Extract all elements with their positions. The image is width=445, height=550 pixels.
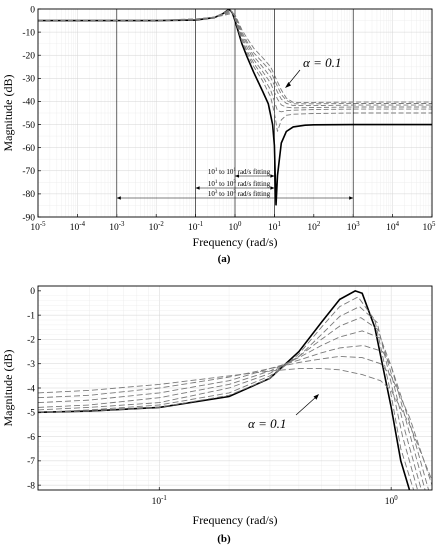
a-x-tick-label: 10-2 — [149, 221, 165, 233]
a-fitting-arrowhead — [349, 196, 354, 200]
a-y-tick-label: -40 — [22, 98, 35, 108]
panel-a-y-axis-label: Magnitude (dB) — [1, 75, 15, 152]
panel-a-alpha-annotation: α = 0.1 — [285, 55, 341, 88]
b-y-tick-label: -8 — [27, 481, 35, 491]
panel-b-label: (b) — [217, 533, 231, 545]
a-fitting-arrowhead — [195, 186, 200, 190]
b-alpha-arrow — [295, 396, 317, 416]
a-series-line-2 — [38, 9, 432, 132]
panel-a-fitting-ranges: 101 to 101 rad/s fitting 101 to 103 rad/s… — [116, 168, 354, 200]
a-x-tick-label: 102 — [307, 221, 321, 233]
a-y-tick-label: -20 — [22, 52, 35, 62]
a-y-tick-label: -50 — [22, 121, 35, 131]
b-alpha-label: α = 0.1 — [248, 416, 286, 431]
b-y-tick-label: -5 — [27, 409, 35, 419]
a-y-tick-label: -60 — [22, 144, 35, 154]
panel-a-chart: 0-10-20-30-40-50-60-70-80-90 10-5 10-4 10-… — [1, 5, 436, 265]
panel-a-x-axis-label: Frequency (rad/s) — [193, 235, 278, 249]
b-alpha-arrowhead — [313, 394, 319, 400]
a-fitting-arrowhead — [116, 196, 121, 200]
a-x-tick-label: 10-5 — [30, 221, 46, 233]
a-x-tick-label: 100 — [229, 221, 243, 233]
a-fitting-range-label: 101 to 103 rad/s fitting — [208, 180, 271, 188]
a-x-tick-label: 103 — [347, 221, 361, 233]
a-y-tick-label: -70 — [22, 167, 35, 177]
panel-b-chart: 0 -1 -2 -3 -4 -5 -6 -7 -8 10-1 100 α = 0.1 Freque… — [1, 285, 433, 545]
b-y-tick-label: -1 — [27, 311, 35, 321]
a-fitting-arrowhead — [270, 186, 275, 190]
b-series-line-4 — [38, 317, 422, 490]
b-series-line-8 — [38, 368, 432, 481]
panel-b-gridlines — [37, 286, 432, 490]
b-y-tick-label: -6 — [27, 433, 35, 443]
panel-a-label: (a) — [218, 253, 231, 265]
b-y-tick-label: -2 — [27, 336, 35, 346]
a-fitting-arrowhead — [270, 174, 275, 178]
panel-b-x-ticks: 10-1 100 — [152, 487, 399, 507]
a-x-tick-label: 10-1 — [188, 221, 203, 233]
a-fitting-arrowhead — [235, 174, 239, 178]
a-x-tick-label: 101 — [268, 221, 281, 233]
b-y-tick-label: 0 — [30, 287, 35, 297]
panel-a-reference-lines — [116, 9, 354, 217]
b-series-line-1 — [38, 290, 411, 490]
a-x-tick-label: 10-3 — [109, 221, 125, 233]
panel-b-y-axis-label: Magnitude (dB) — [1, 350, 15, 427]
a-x-tick-label: 104 — [386, 221, 400, 233]
a-x-tick-label: 10-4 — [70, 221, 86, 233]
a-y-tick-label: -30 — [22, 75, 35, 85]
b-series-line-6 — [38, 345, 430, 490]
panel-b-y-ticks: 0 -1 -2 -3 -4 -5 -6 -7 -8 — [27, 287, 41, 491]
a-alpha-label: α = 0.1 — [303, 55, 341, 70]
a-series-line-7 — [38, 13, 432, 103]
a-fitting-range-label: 103 to 103 rad/s fitting — [208, 190, 271, 198]
a-series-line-4 — [38, 10, 432, 109]
b-y-tick-label: -4 — [27, 384, 35, 394]
panel-b-series — [38, 290, 432, 490]
a-alpha-arrowhead — [285, 82, 291, 88]
b-series-line-3 — [38, 306, 419, 490]
a-y-tick-label: -80 — [22, 190, 35, 200]
b-y-tick-label: -3 — [27, 360, 35, 370]
a-series-line-1 — [38, 9, 432, 206]
panel-a-series — [38, 9, 432, 206]
a-series-line-5 — [38, 11, 432, 107]
panel-b-alpha-annotation: α = 0.1 — [248, 394, 319, 431]
a-y-tick-label: -90 — [22, 213, 35, 223]
a-fitting-range-label: 101 to 101 rad/s fitting — [208, 168, 271, 176]
b-y-tick-label: -7 — [27, 457, 35, 467]
panel-a-x-ticks: 10-5 10-4 10-3 10-2 10-1 100 101 102 103 104 105 — [30, 214, 436, 233]
a-x-tick-label: 105 — [423, 221, 437, 233]
a-y-tick-label: 0 — [30, 5, 35, 15]
a-series-line-6 — [38, 12, 432, 105]
a-y-tick-label: -10 — [22, 28, 35, 38]
b-series-line-2 — [38, 296, 415, 490]
a-series-line-3 — [38, 9, 432, 113]
panel-b-x-axis-label: Frequency (rad/s) — [193, 513, 278, 527]
panel-a-y-ticks: 0 -10 -20 -30 -40 -50 -60 -70 -80 -90 — [22, 5, 41, 223]
b-x-tick-label: 100 — [385, 495, 399, 507]
b-series-line-5 — [38, 330, 426, 490]
b-series-line-7 — [38, 355, 432, 486]
b-x-tick-label: 10-1 — [152, 495, 167, 507]
